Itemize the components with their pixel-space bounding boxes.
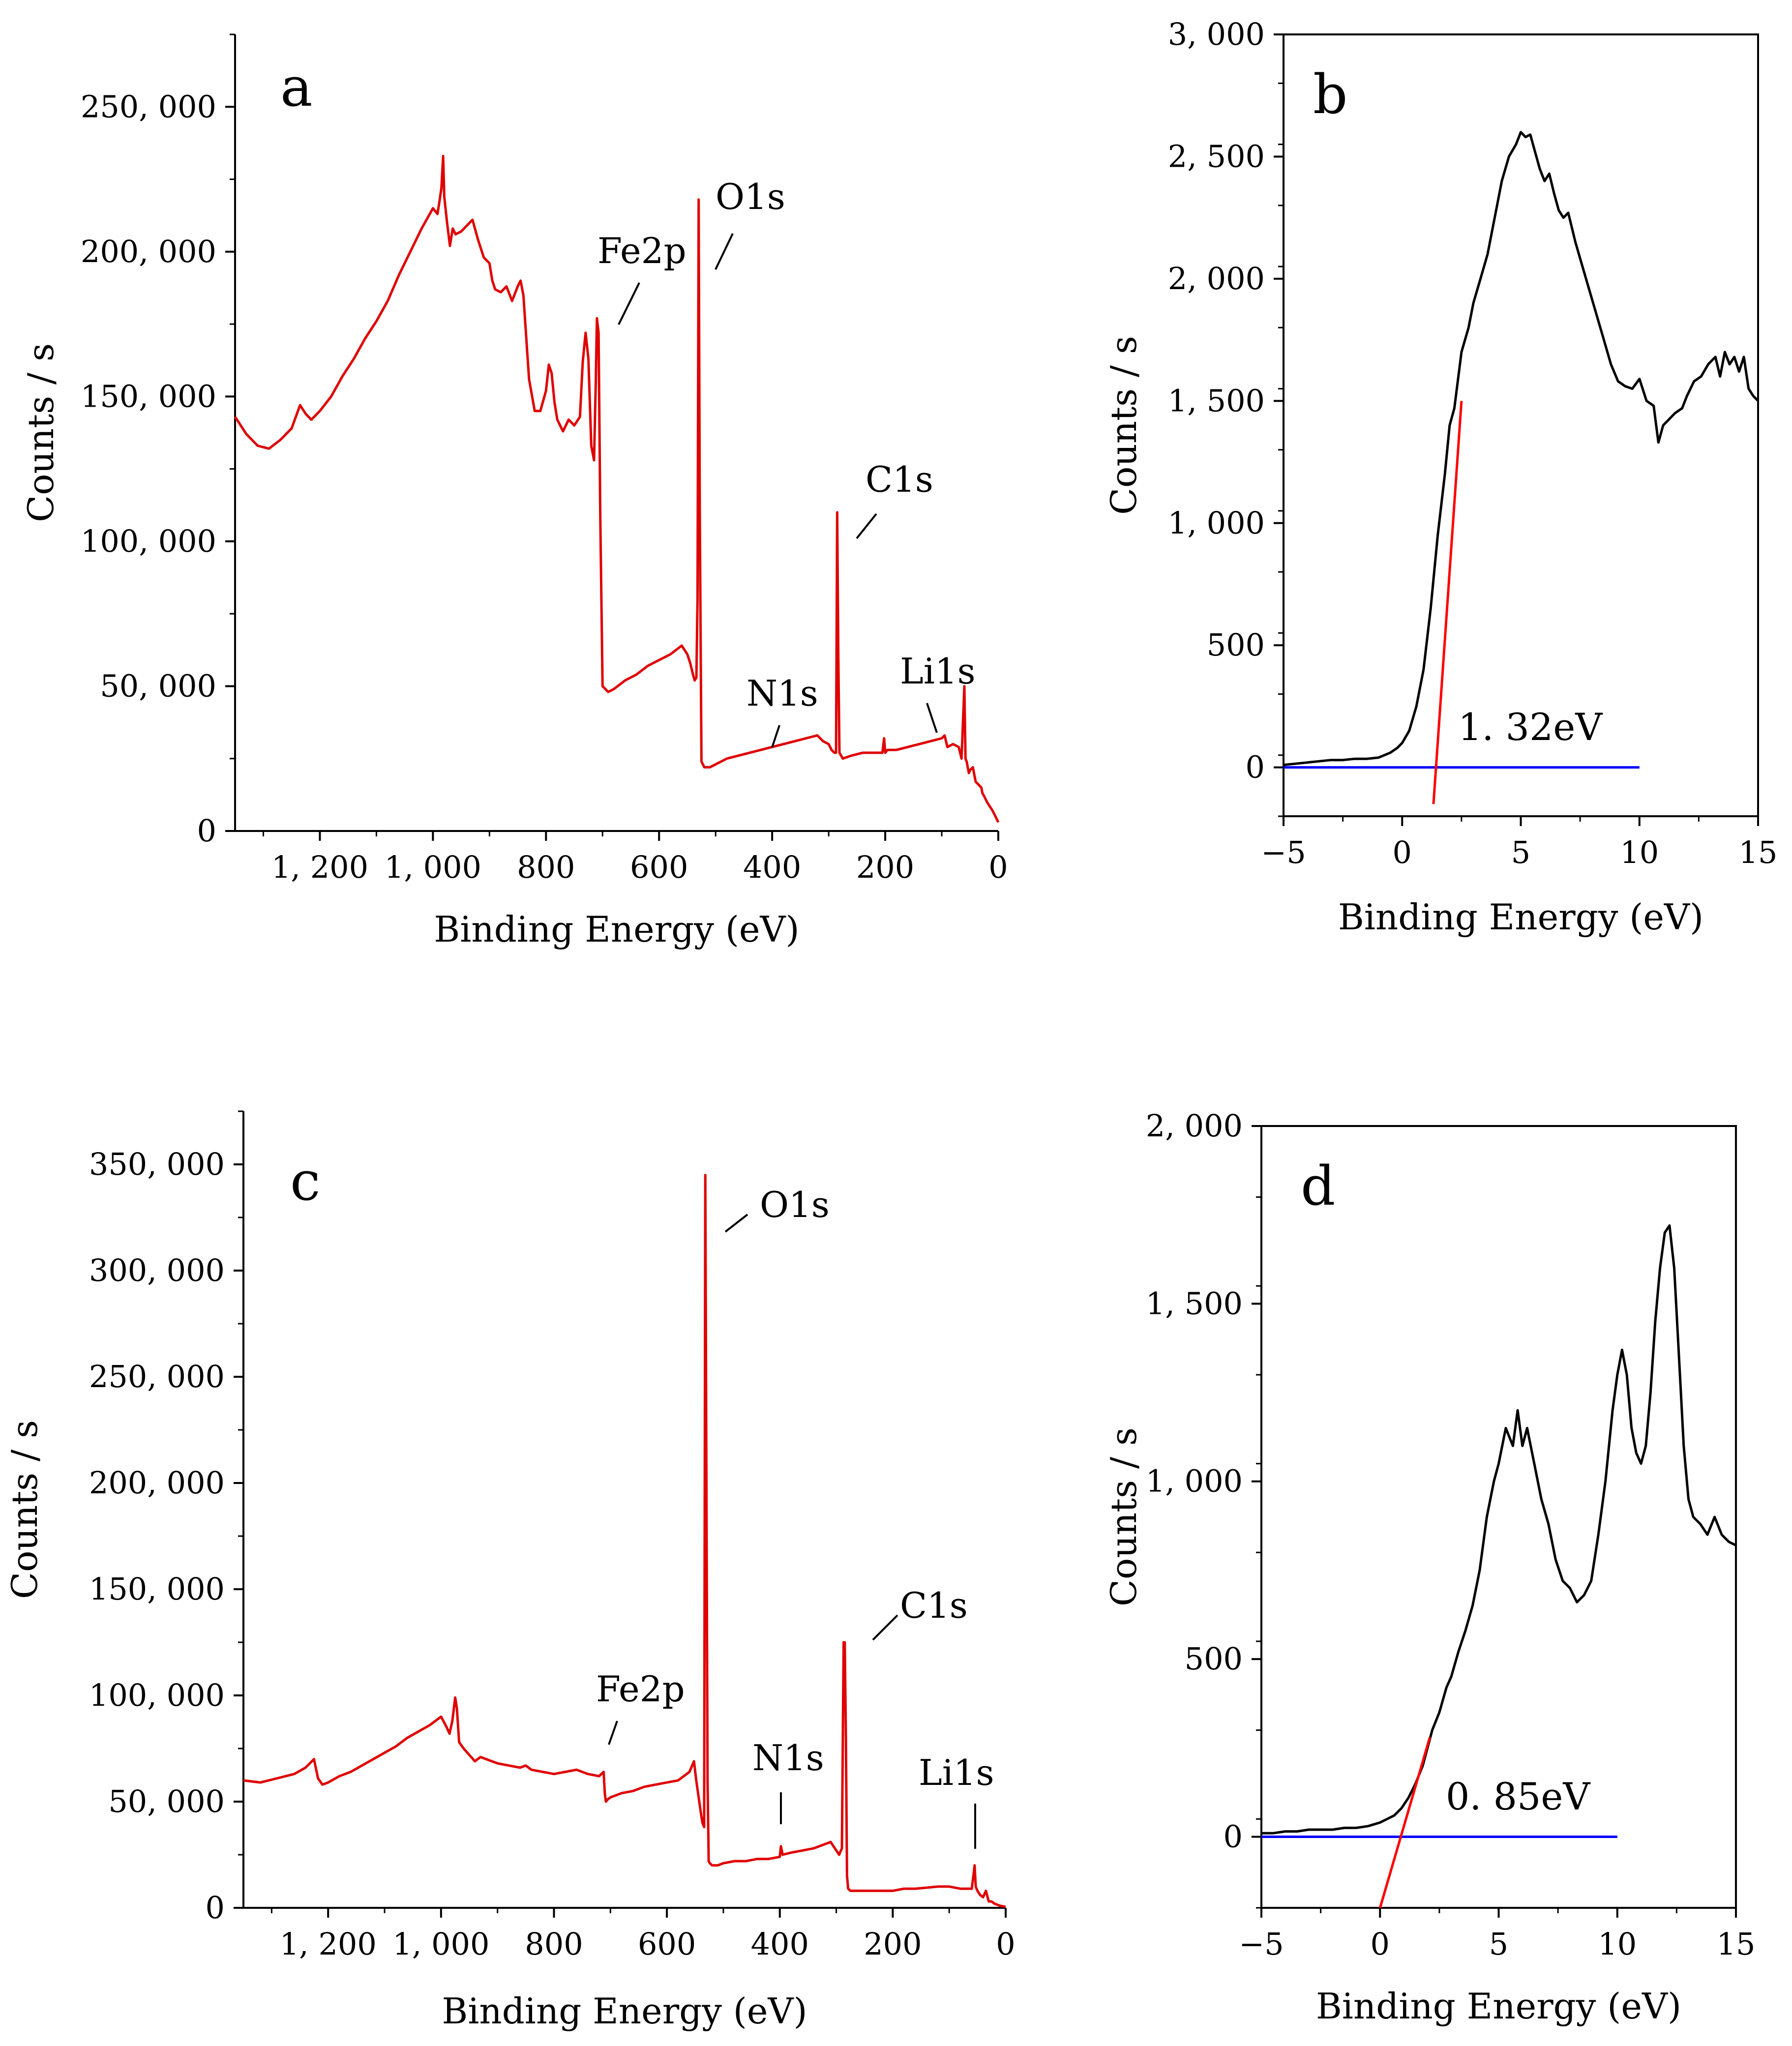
y-tick-label: 350, 000 bbox=[89, 1146, 225, 1182]
y-tick-label: 1, 000 bbox=[1168, 505, 1265, 541]
x-tick-label: 600 bbox=[638, 1926, 696, 1962]
y-tick-label: 50, 000 bbox=[108, 1783, 225, 1819]
x-tick-label: 800 bbox=[525, 1926, 583, 1962]
y-tick-label: 0 bbox=[1224, 1818, 1243, 1854]
panel-b: 0 500 1, 000 1, 500 2, 000 2, 500 3, 000 −5 0 5 10… bbox=[1103, 16, 1777, 938]
panel-letter: c bbox=[290, 1150, 321, 1213]
x-tick-label: 10 bbox=[1598, 1926, 1637, 1962]
band-gap-label: 0. 85eV bbox=[1446, 1775, 1590, 1818]
panel-d: 0 500 1, 000 1, 500 2, 000 −5 0 5 10 15 Binding En… bbox=[1103, 1108, 1755, 2027]
leader-line bbox=[724, 1214, 748, 1233]
y-tick-label: 300, 000 bbox=[89, 1252, 225, 1288]
fit-line bbox=[1432, 401, 1463, 804]
x-axis-title: Binding Energy (eV) bbox=[1338, 896, 1703, 938]
x-axis-title: Binding Energy (eV) bbox=[1316, 1986, 1681, 2027]
panel-letter: b bbox=[1313, 63, 1347, 126]
panel-c: 0 50, 000 100, 000 150, 000 200, 000 250, 000… bbox=[4, 1110, 1015, 2032]
panel-letter: d bbox=[1301, 1155, 1335, 1217]
band-gap-label: 1. 32eV bbox=[1458, 705, 1603, 749]
x-tick-label: 0 bbox=[988, 849, 1008, 885]
label-c1s: C1s bbox=[900, 1585, 968, 1626]
spectrum-line bbox=[1283, 131, 1759, 767]
x-tick-label: 1, 200 bbox=[280, 1926, 377, 1962]
y-tick-label: 50, 000 bbox=[100, 668, 216, 704]
x-tick-label: 600 bbox=[630, 849, 688, 885]
y-tick-label: 2, 000 bbox=[1168, 261, 1265, 297]
x-tick-label: 400 bbox=[743, 849, 801, 885]
x-tick-label: 0 bbox=[1371, 1926, 1390, 1962]
leader-line bbox=[926, 703, 938, 733]
panel-letter: a bbox=[280, 56, 313, 119]
x-tick-label: 400 bbox=[751, 1926, 809, 1962]
y-tick-label: 250, 000 bbox=[81, 89, 216, 124]
x-tick-label: 1, 200 bbox=[271, 849, 368, 885]
y-tick-label: 2, 000 bbox=[1146, 1108, 1243, 1144]
y-tick-label: 500 bbox=[1207, 627, 1265, 663]
label-o1s: O1s bbox=[760, 1184, 830, 1225]
y-axis-title: Counts / s bbox=[4, 1420, 45, 1599]
leader-line bbox=[856, 513, 877, 539]
leader-line bbox=[872, 1614, 898, 1641]
x-tick-label: 15 bbox=[1739, 834, 1778, 870]
x-tick-label: 800 bbox=[517, 849, 575, 885]
y-tick-label: 0 bbox=[197, 813, 216, 849]
leader-line bbox=[771, 725, 780, 748]
spectrum-line bbox=[234, 154, 1000, 823]
x-tick-label: 10 bbox=[1620, 834, 1659, 870]
y-tick-label: 150, 000 bbox=[89, 1571, 225, 1607]
y-tick-label: 200, 000 bbox=[81, 234, 216, 269]
y-tick-label: 1, 500 bbox=[1168, 383, 1265, 418]
x-tick-label: 200 bbox=[856, 849, 914, 885]
y-tick-label: 1, 500 bbox=[1146, 1285, 1243, 1321]
y-axis-title: Counts / s bbox=[1103, 1427, 1144, 1606]
y-tick-label: 0 bbox=[1246, 749, 1265, 785]
x-tick-label: 0 bbox=[1393, 834, 1412, 870]
y-tick-label: 2, 500 bbox=[1168, 138, 1265, 174]
y-axis-title: Counts / s bbox=[1103, 336, 1144, 515]
label-li1s: Li1s bbox=[919, 1752, 994, 1793]
label-n1s: N1s bbox=[752, 1737, 824, 1779]
panel-a: 0 50, 000 100, 000 150, 000 200, 000 250, 000… bbox=[20, 33, 1008, 950]
y-axis-title: Counts / s bbox=[20, 343, 61, 522]
x-tick-label: 15 bbox=[1717, 1926, 1756, 1962]
spectrum-line bbox=[1261, 1224, 1737, 1835]
plot-frame bbox=[1283, 33, 1759, 817]
x-tick-label: 1, 000 bbox=[392, 1926, 489, 1962]
x-tick-label: 0 bbox=[996, 1926, 1015, 1962]
leader-line bbox=[715, 233, 734, 270]
x-axis-title: Binding Energy (eV) bbox=[434, 909, 799, 950]
label-c1s: C1s bbox=[866, 459, 933, 500]
y-tick-label: 1, 000 bbox=[1146, 1463, 1243, 1499]
y-tick-label: 250, 000 bbox=[89, 1359, 225, 1394]
leader-line bbox=[618, 282, 640, 325]
label-fe2p: Fe2p bbox=[597, 230, 687, 271]
x-axis-title: Binding Energy (eV) bbox=[442, 1990, 807, 2032]
y-tick-label: 100, 000 bbox=[81, 523, 216, 559]
label-li1s: Li1s bbox=[900, 651, 976, 692]
x-tick-label: 5 bbox=[1511, 834, 1530, 870]
leader-line bbox=[608, 1720, 618, 1745]
y-tick-label: 0 bbox=[206, 1890, 225, 1926]
x-tick-label: 5 bbox=[1489, 1926, 1508, 1962]
y-tick-label: 500 bbox=[1185, 1641, 1243, 1677]
y-tick-label: 100, 000 bbox=[89, 1677, 225, 1713]
label-n1s: N1s bbox=[747, 673, 818, 714]
x-tick-label: −5 bbox=[1239, 1926, 1284, 1962]
x-tick-label: 1, 000 bbox=[385, 849, 481, 885]
spectrum-line bbox=[243, 1174, 1006, 1908]
y-tick-label: 200, 000 bbox=[89, 1465, 225, 1501]
y-tick-label: 3, 000 bbox=[1168, 16, 1265, 52]
x-tick-label: 200 bbox=[864, 1926, 922, 1962]
label-o1s: O1s bbox=[716, 176, 785, 217]
y-tick-label: 150, 000 bbox=[81, 378, 216, 414]
x-tick-label: −5 bbox=[1261, 834, 1306, 870]
label-fe2p: Fe2p bbox=[596, 1668, 685, 1710]
fit-line bbox=[1378, 1737, 1431, 1908]
